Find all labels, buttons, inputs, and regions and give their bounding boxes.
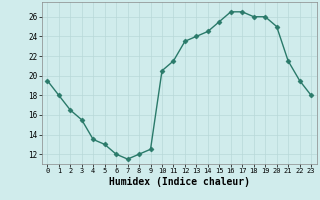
- X-axis label: Humidex (Indice chaleur): Humidex (Indice chaleur): [109, 177, 250, 187]
